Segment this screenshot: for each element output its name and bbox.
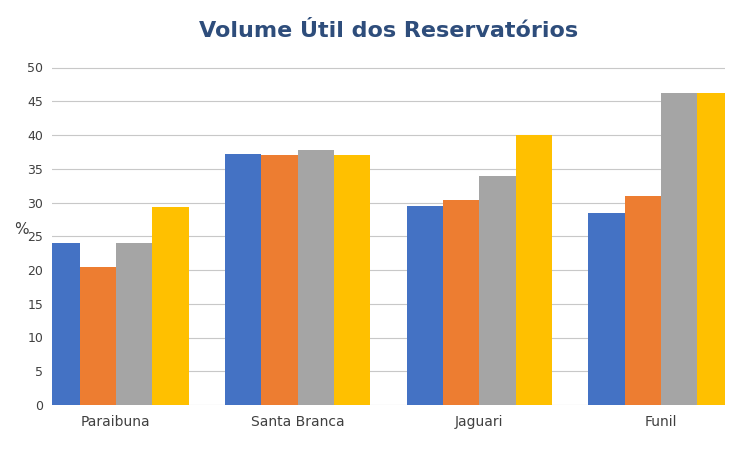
Bar bbox=[443, 201, 480, 405]
Bar bbox=[116, 243, 152, 405]
Bar bbox=[79, 266, 116, 405]
Bar bbox=[406, 206, 443, 405]
Bar bbox=[589, 213, 624, 405]
Bar bbox=[698, 93, 734, 405]
Bar bbox=[624, 196, 661, 405]
Bar bbox=[334, 155, 371, 405]
Bar bbox=[661, 93, 698, 405]
Bar bbox=[152, 207, 188, 405]
Bar bbox=[480, 176, 515, 405]
Bar bbox=[43, 243, 79, 405]
Bar bbox=[515, 135, 552, 405]
Bar bbox=[261, 155, 297, 405]
Y-axis label: %: % bbox=[14, 222, 29, 237]
Bar bbox=[297, 150, 334, 405]
Bar bbox=[225, 154, 261, 405]
Title: Volume Útil dos Reservatórios: Volume Útil dos Reservatórios bbox=[199, 21, 578, 41]
